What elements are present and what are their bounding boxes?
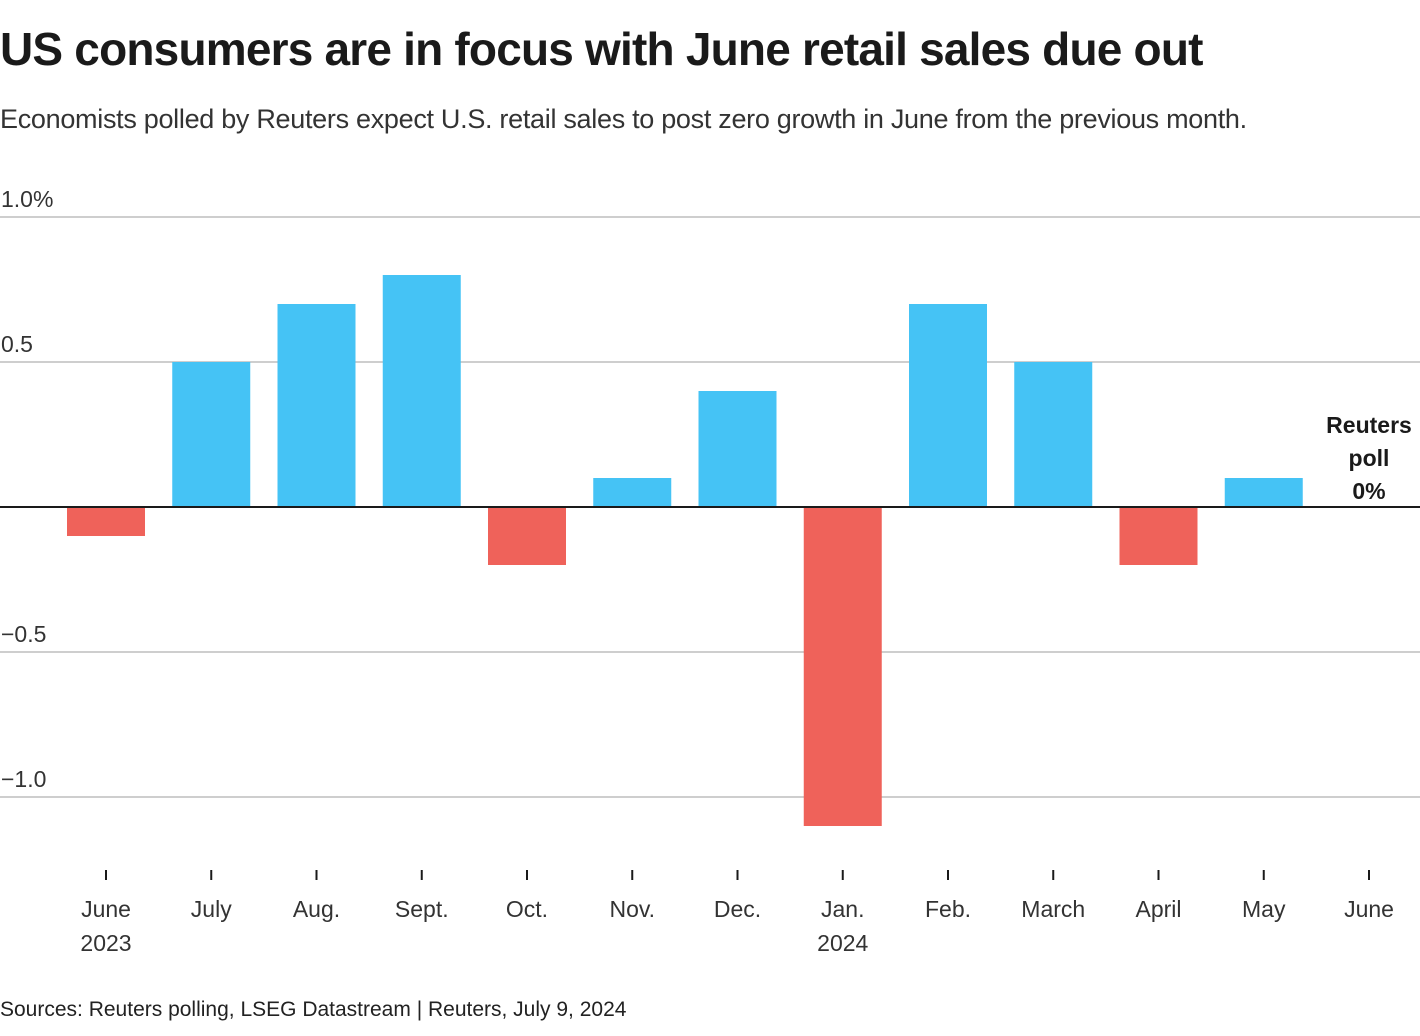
x-tick-year-label: 2024 [817,930,868,956]
x-tick-label: June [1344,896,1394,922]
bar-jan-2024 [803,507,882,826]
x-tick-label: May [1242,896,1286,922]
bar-june-2023 [67,507,145,536]
reuters-poll-annotation: Reuters [1326,412,1412,438]
x-tick-year-label: 2023 [80,930,131,956]
reuters-poll-annotation: poll [1349,445,1390,471]
reuters-poll-annotation: 0% [1352,478,1385,504]
bar-chart: 1.0% 0.5 −0.5 −1.0 June 2023 July Aug. Sept. Oct… [0,186,1420,956]
bar-aug [277,304,356,507]
x-tick-label: Aug. [293,896,340,922]
x-tick-label: June [81,896,131,922]
bar-feb [909,304,987,507]
x-tick-label: Jan. [821,896,864,922]
bar-may [1224,478,1303,507]
x-tick-label: July [191,896,232,922]
bar-dec [698,391,777,507]
x-tick-label: Sept. [395,896,449,922]
x-tick-label: Feb. [925,896,971,922]
source-footer: Sources: Reuters polling, LSEG Datastrea… [0,998,627,1021]
x-tick-label: Dec. [714,896,761,922]
bar-sept [382,275,461,507]
x-tick-label: Oct. [506,896,548,922]
bar-march [1014,362,1093,507]
chart-subtitle: Economists polled by Reuters expect U.S.… [0,104,1247,134]
y-tick-label: 0.5 [1,331,33,357]
bar-nov [593,478,672,507]
bar-july [172,362,251,507]
annotations: Reuters poll 0% [1326,412,1412,504]
x-axis: June 2023 July Aug. Sept. Oct. Nov. Dec. Jan. 202… [80,870,1394,956]
bar-april [1119,507,1198,565]
y-tick-label: −1.0 [1,766,46,792]
bars [67,275,1303,826]
bar-oct [488,507,566,565]
y-tick-label: −0.5 [1,621,46,647]
y-tick-label: 1.0% [1,186,53,212]
x-tick-label: March [1021,896,1085,922]
x-tick-label: April [1135,896,1181,922]
x-tick-label: Nov. [609,896,655,922]
chart-title: US consumers are in focus with June reta… [0,23,1203,75]
